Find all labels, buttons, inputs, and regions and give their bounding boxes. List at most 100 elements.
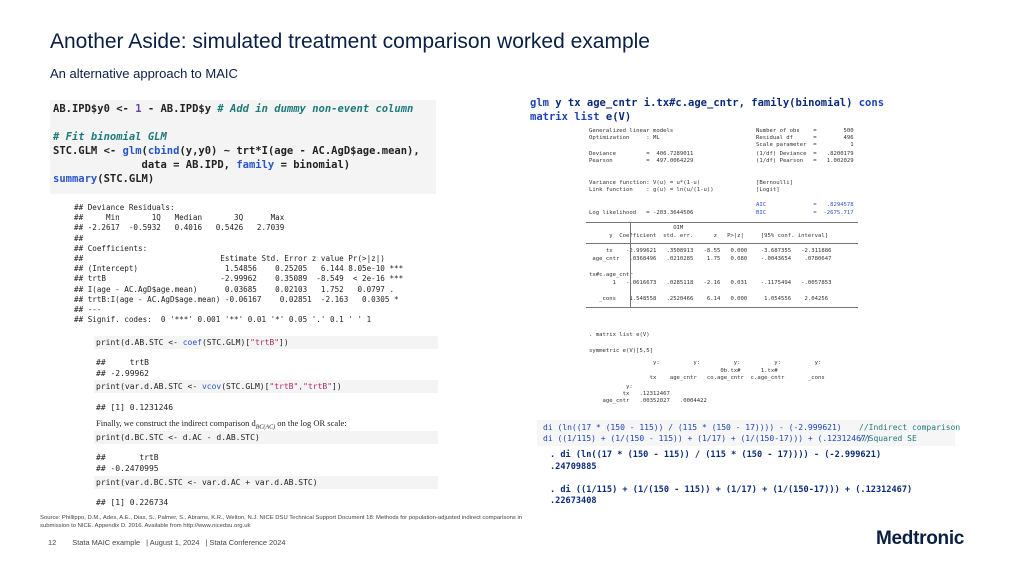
glm-header-line: Residual df = 496 [756, 135, 854, 141]
r-code-function: summary [53, 173, 98, 185]
r-code-text: (STC.GLM)[ [221, 382, 270, 391]
matrix-line: symmetric e(V)[5,5] [589, 348, 653, 354]
r-print-dbc: print(d.BC.STC <- d.AC - d.AB.STC) [94, 431, 438, 444]
r-output-line: ## --- [74, 305, 102, 315]
r-code-text: ( [141, 145, 148, 157]
matrix-line: . matrix list e(V) [589, 332, 650, 338]
glm-table-row: age_cntr .0368496 .0210285 1.75 0.080 -.… [589, 256, 832, 262]
stata-command-block: glm y tx age_cntr i.tx#c.age_cntr, famil… [530, 96, 884, 124]
r-code-block: AB.IPD$y0 <- 1 - AB.IPD$y # Add in dummy… [50, 100, 436, 194]
r-code-function: glm [122, 145, 142, 157]
r-output-vcov: ## [1] 0.1231246 [96, 402, 173, 413]
r-code-text: (y,y0) ~ trt*I(age - AC.AgD$age.mean), [179, 145, 420, 157]
glm-header-line: Link function : g(u) = ln(u/(1-u)) [589, 187, 714, 193]
r-code-string: "trtB" [250, 338, 280, 347]
di-comment: //Indirect comparison [859, 423, 961, 432]
footer-date: | August 1, 2024 [146, 538, 200, 547]
matrix-line: 0b.tx# 1.tx# [589, 368, 778, 374]
di-result-line: . di ((1/115) + (1/(150 - 115)) + (1/17)… [550, 484, 913, 495]
r-output-line: ## (Intercept) 1.54856 0.25205 6.144 8.0… [74, 264, 404, 274]
glm-header-line: Deviance = 406.7289011 [589, 151, 694, 157]
r-code-line: AB.IPD$y0 <- 1 - AB.IPD$y # Add in dummy… [53, 102, 433, 116]
r-output-line: ## Signif. codes: 0 '***' 0.001 '**' 0.0… [74, 315, 372, 325]
glm-header-line: BIC = -2675.717 [756, 210, 854, 216]
stata-di-results: . di (ln((17 * (150 - 115)) / (115 * (15… [550, 450, 912, 508]
di-command-line: di ((1/115) + (1/(150 - 115)) + (1/17) +… [543, 434, 871, 443]
r-output-line: ## trtB [96, 453, 159, 462]
r-code-text: - AB.IPD$y [141, 103, 218, 115]
footer-event: | Stata Conference 2024 [205, 538, 286, 547]
glm-header-line: Number of obs = 500 [756, 128, 854, 134]
di-result-value: .24709885 [550, 461, 597, 472]
r-code-comment: # Fit binomial GLM [53, 131, 167, 143]
r-code-function: vcov [201, 382, 222, 391]
explanation-subscript: BC(AC) [255, 424, 276, 431]
stata-text: e(V) [599, 111, 632, 123]
stata-matrix-command: matrix list e(V) [530, 110, 884, 124]
glm-header-line: Pearson = 497.0064229 [589, 158, 694, 164]
glm-header-line: Log likelihood = -203.3644506 [589, 210, 694, 216]
glm-header-line: (1/df) Pearson = 1.002029 [756, 158, 854, 164]
r-code-text: AB.IPD$y0 <- [53, 103, 136, 115]
r-code-text: = binomial) [274, 159, 351, 171]
r-output-coef: ## trtB ## -2.99962 [96, 357, 149, 379]
page-number: 12 [48, 538, 57, 547]
glm-header-line: AIC = .8294578 [756, 202, 854, 208]
matrix-line: y: y: y: y: y: [589, 360, 822, 366]
glm-header-line: Variance function: V(u) = u*(1-u) [589, 180, 701, 186]
r-code-text: ]) [332, 382, 342, 391]
r-output-var: ## [1] 0.226734 [96, 497, 168, 508]
matrix-line: y: [589, 384, 633, 390]
r-output-dbc: ## trtB ## -0.2470995 [96, 452, 159, 474]
table-divider [586, 307, 858, 308]
r-print-vcov: print(var.d.AB.STC <- vcov(STC.GLM)["trt… [94, 380, 438, 393]
glm-header-line: [Bernoulli] [756, 180, 794, 186]
glm-header-line: [Logit] [756, 187, 780, 193]
stata-text: y tx age_cntr i.tx#c.age_cntr, family(bi… [548, 97, 859, 109]
matrix-line: age_cntr .00352027 .0004422 [589, 398, 707, 404]
table-divider [586, 243, 858, 244]
explanation-text: Finally, we construct the indirect compa… [96, 418, 256, 428]
stata-keyword: cons [858, 97, 885, 109]
r-output-line: ## Coefficients: [74, 243, 148, 253]
r-code-keyword: family [236, 159, 275, 171]
r-glm-output: ## Deviance Residuals: ## Min 1Q Median … [74, 203, 403, 325]
r-code-comment: # Add in dummy non-event column [217, 103, 414, 115]
stata-matrix-output: . matrix list e(V) symmetric e(V)[5,5] y… [586, 330, 858, 410]
explanation-text: on the log OR scale: [275, 418, 347, 428]
r-output-line: ## trtB:I(age - AC.AgD$age.mean) -0.0616… [74, 294, 399, 304]
glm-header-line: Optimization : ML [589, 135, 660, 141]
r-output-line: ## I(age - AC.AgD$age.mean) 0.03685 0.02… [74, 284, 395, 294]
r-output-line: ## trtB -2.99962 0.35089 -8.549 < 2e-16 … [74, 274, 404, 284]
r-code-text: (STC.GLM) [97, 173, 155, 185]
r-output-line: ## trtB [96, 358, 149, 367]
r-code-line: STC.GLM <- glm(cbind(y,y0) ~ trt*I(age -… [53, 144, 433, 158]
di-result-line: . di (ln((17 * (150 - 115)) / (115 * (15… [550, 450, 882, 460]
medtronic-logo: Medtronic [876, 528, 965, 549]
table-divider [630, 222, 631, 307]
slide-footer: 12 Stata MAIC example | August 1, 2024 |… [48, 538, 300, 547]
di-result-value: .22673408 [550, 496, 597, 507]
r-output-line: ## Min 1Q Median 3Q Max [74, 213, 285, 223]
r-code-function: coef [182, 338, 202, 347]
r-code-line: data = AB.IPD, family = binomial) [53, 158, 433, 172]
r-code-text: data = AB.IPD, [53, 159, 237, 171]
r-output-line: ## -2.2617 -0.5932 0.4016 0.5426 2.7039 [74, 223, 285, 233]
r-print-var: print(var.d.BC.STC <- var.d.AC + var.d.A… [94, 476, 438, 489]
glm-table-row: tx#c.age_cntr [589, 272, 633, 278]
glm-table-row: 1 -.0616673 .0285118 -2.16 0.031 -.11754… [589, 280, 832, 286]
r-output-line: ## Estimate Std. Error z value Pr(>|z|) [74, 254, 385, 264]
r-code-text: print(d.AB.STC <- [96, 338, 183, 347]
r-output-line: ## [1] 0.226734 [96, 498, 169, 507]
r-explanation-text: Finally, we construct the indirect compa… [96, 418, 347, 431]
r-code-text: ]) [279, 338, 289, 347]
r-code-text: print(var.d.AB.STC <- [96, 382, 202, 391]
r-code-line: summary(STC.GLM) [53, 172, 433, 186]
stata-glm-command: glm y tx age_cntr i.tx#c.age_cntr, famil… [530, 96, 884, 110]
glm-header-line: Generalized linear models [589, 128, 674, 134]
r-code-string: "trtB","trtB" [269, 382, 333, 391]
glm-header-line: Scale parameter = 1 [756, 142, 854, 148]
matrix-line: tx .12312467 [589, 391, 670, 397]
glm-table-line: OIM [589, 225, 684, 231]
glm-header-line: (1/df) Deviance = .8200179 [756, 151, 854, 157]
